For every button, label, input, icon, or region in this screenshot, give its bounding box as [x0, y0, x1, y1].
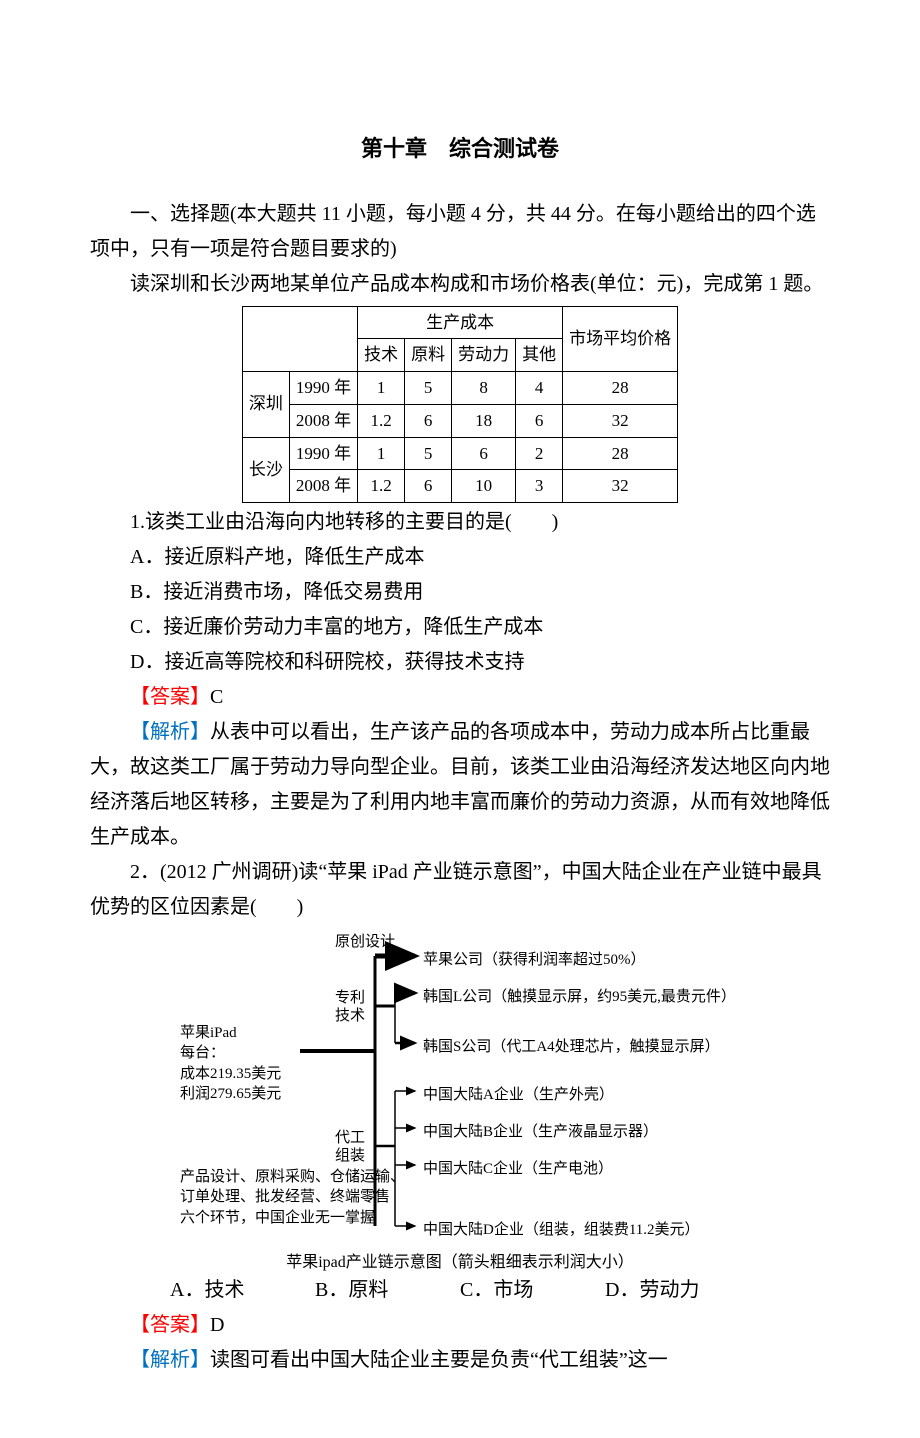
cell: 5	[405, 437, 452, 470]
q1-stem: 1.该类工业由沿海向内地转移的主要目的是( )	[90, 505, 830, 540]
diagram-top-label: 原创设计	[335, 929, 395, 955]
cell: 3	[516, 470, 563, 503]
q2-opt-b: B．原料	[275, 1273, 415, 1308]
table-row: 长沙 1990 年 1 5 6 2 28	[242, 437, 677, 470]
diagram-oem-label: 代工 组装	[335, 1129, 365, 1165]
ipad-line: 每台：	[180, 1043, 281, 1063]
q1-opt-c: C．接近廉价劳动力丰富的地方，降低生产成本	[90, 610, 830, 645]
diagram-patent-label: 专利 技术	[335, 989, 365, 1025]
th-tech: 技术	[358, 339, 405, 372]
cell: 32	[563, 470, 678, 503]
ipad-line: 苹果iPad	[180, 1023, 281, 1043]
city-cell: 深圳	[242, 372, 289, 438]
diagram-caption: 苹果ipad产业链示意图（箭头粗细表示利润大小）	[180, 1249, 740, 1277]
tail-line: 产品设计、原料采购、仓储运输、	[180, 1167, 405, 1187]
diagram-korS: 韩国S公司（代工A4处理芯片，触摸显示屏）	[423, 1034, 720, 1060]
city-cell: 长沙	[242, 437, 289, 503]
year-cell: 1990 年	[289, 372, 357, 405]
cell: 1.2	[358, 404, 405, 437]
tail-line: 订单处理、批发经营、终端零售	[180, 1187, 405, 1207]
cell: 1	[358, 372, 405, 405]
chapter-title: 第十章 综合测试卷	[90, 130, 830, 169]
cell: 6	[405, 404, 452, 437]
q1-opt-a: A．接近原料产地，降低生产成本	[90, 540, 830, 575]
ipad-supply-chain-diagram: 原创设计 苹果公司（获得利润率超过50%） 专利 技术 韩国L公司（触摸显示屏，…	[180, 931, 740, 1271]
cell: 6	[452, 437, 516, 470]
cell: 28	[563, 372, 678, 405]
q2-opt-a: A．技术	[130, 1273, 270, 1308]
year-cell: 1990 年	[289, 437, 357, 470]
q2-answer: 【答案】D	[90, 1308, 830, 1343]
diagram-cnB: 中国大陆B企业（生产液晶显示器）	[423, 1119, 658, 1145]
answer-value: C	[210, 686, 223, 708]
cell: 6	[516, 404, 563, 437]
diagram-cnD: 中国大陆D企业（组装，组装费11.2美元）	[423, 1217, 700, 1243]
q1-answer: 【答案】C	[90, 680, 830, 715]
q2-stem: 2．(2012 广州调研)读“苹果 iPad 产业链示意图”，中国大陆企业在产业…	[90, 855, 830, 925]
q2-opt-c: C．市场	[420, 1273, 560, 1308]
diagram-cnC: 中国大陆C企业（生产电池）	[423, 1156, 613, 1182]
cell: 1.2	[358, 470, 405, 503]
explain-label: 【解析】	[130, 721, 210, 743]
cell: 28	[563, 437, 678, 470]
th-price: 市场平均价格	[563, 306, 678, 372]
table-row: 2008 年 1.2 6 18 6 32	[242, 404, 677, 437]
answer-label: 【答案】	[130, 1314, 210, 1336]
section-intro: 一、选择题(本大题共 11 小题，每小题 4 分，共 44 分。在每小题给出的四…	[90, 197, 830, 267]
tail-line: 六个环节，中国企业无一掌握	[180, 1208, 405, 1228]
diagram-tail: 产品设计、原料采购、仓储运输、 订单处理、批发经营、终端零售 六个环节，中国企业…	[180, 1167, 405, 1228]
diagram-apple: 苹果公司（获得利润率超过50%）	[423, 947, 646, 973]
q1-opt-d: D．接近高等院校和科研院校，获得技术支持	[90, 645, 830, 680]
cell: 6	[405, 470, 452, 503]
q1-opt-b: B．接近消费市场，降低交易费用	[90, 575, 830, 610]
table-row: 2008 年 1.2 6 10 3 32	[242, 470, 677, 503]
cell: 2	[516, 437, 563, 470]
diagram-cnA: 中国大陆A企业（生产外壳）	[423, 1082, 614, 1108]
cell: 4	[516, 372, 563, 405]
explain-label: 【解析】	[130, 1349, 210, 1371]
ipad-line: 利润279.65美元	[180, 1084, 281, 1104]
diagram-korL: 韩国L公司（触摸显示屏，约95美元,最贵元件）	[423, 984, 736, 1010]
table-row: 深圳 1990 年 1 5 8 4 28	[242, 372, 677, 405]
cell: 8	[452, 372, 516, 405]
year-cell: 2008 年	[289, 404, 357, 437]
q2-options: A．技术 B．原料 C．市场 D．劳动力	[90, 1273, 830, 1308]
cell: 5	[405, 372, 452, 405]
q2-opt-d: D．劳动力	[565, 1273, 705, 1308]
year-cell: 2008 年	[289, 470, 357, 503]
cell: 18	[452, 404, 516, 437]
answer-value: D	[210, 1314, 224, 1336]
cost-table: 生产成本 市场平均价格 技术 原料 劳动力 其他 深圳 1990 年 1 5 8…	[242, 306, 678, 504]
cell: 10	[452, 470, 516, 503]
diagram-ipad-box: 苹果iPad 每台： 成本219.35美元 利润279.65美元	[180, 1023, 281, 1104]
ipad-line: 成本219.35美元	[180, 1064, 281, 1084]
th-group: 生产成本	[358, 306, 563, 339]
th-other: 其他	[516, 339, 563, 372]
explain-text: 读图可看出中国大陆企业主要是负责“代工组装”这一	[210, 1349, 668, 1371]
th-raw: 原料	[405, 339, 452, 372]
cell: 32	[563, 404, 678, 437]
q2-explain: 【解析】读图可看出中国大陆企业主要是负责“代工组装”这一	[90, 1343, 830, 1378]
th-labor: 劳动力	[452, 339, 516, 372]
q1-explain: 【解析】从表中可以看出，生产该产品的各项成本中，劳动力成本所占比重最大，故这类工…	[90, 715, 830, 855]
cell: 1	[358, 437, 405, 470]
answer-label: 【答案】	[130, 686, 210, 708]
q1-lead: 读深圳和长沙两地某单位产品成本构成和市场价格表(单位：元)，完成第 1 题。	[90, 267, 830, 302]
